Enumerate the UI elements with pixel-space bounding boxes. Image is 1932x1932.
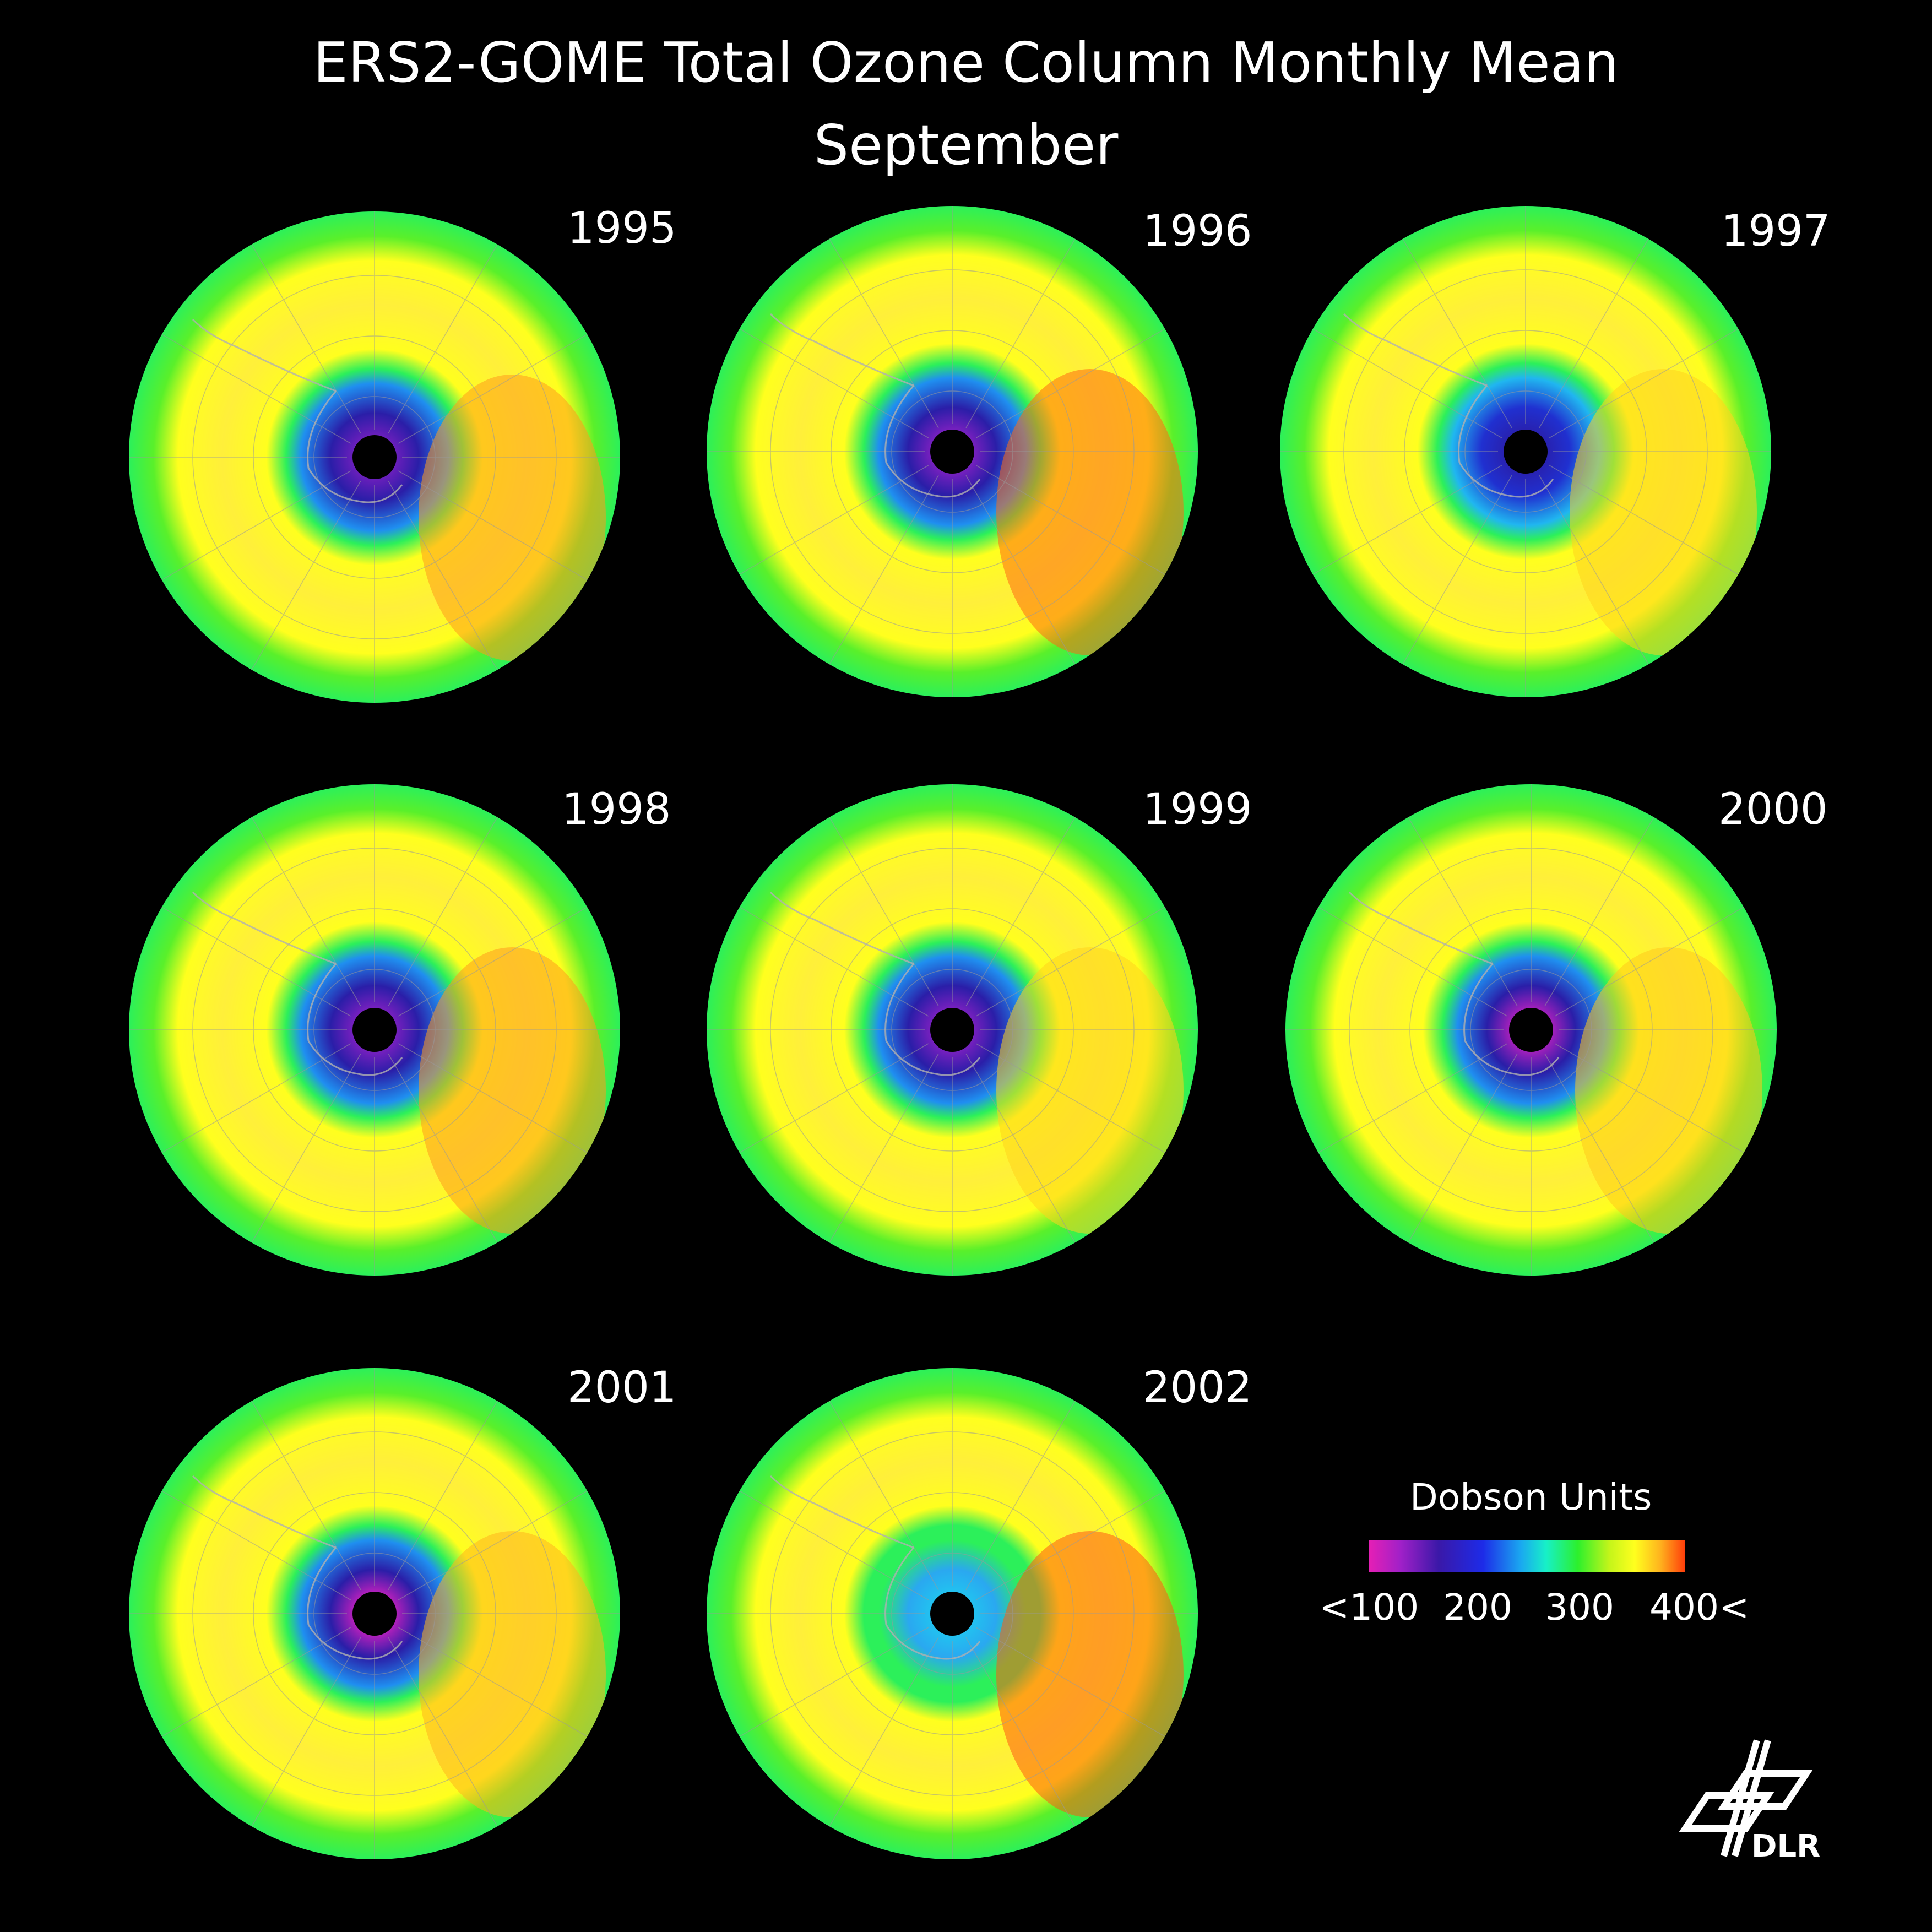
graticule (707, 784, 1198, 1276)
polar-night-cap (352, 1592, 397, 1636)
ozone-high-band (996, 947, 1184, 1234)
coastline (307, 390, 403, 503)
polar-night-cap (930, 1592, 974, 1636)
ozone-map-2000 (1285, 784, 1777, 1276)
coastline (884, 385, 981, 498)
coastline-peninsula (192, 891, 337, 965)
coastline (307, 963, 403, 1076)
graticule (707, 1368, 1198, 1859)
graticule (129, 211, 620, 703)
ozone-high-band (996, 369, 1184, 655)
coastline (1458, 385, 1554, 498)
polar-night-cap (352, 435, 397, 479)
year-label-1998: 1998 (562, 785, 671, 834)
coastline (307, 1547, 403, 1660)
ozone-map-1999 (707, 784, 1198, 1276)
year-label-2002: 2002 (1143, 1363, 1252, 1413)
color-scale-bar (1369, 1540, 1685, 1572)
chart-title: ERS2-GOME Total Ozone Column Monthly Mea… (313, 30, 1619, 95)
ozone-high-band (419, 1531, 606, 1817)
coastline-peninsula (192, 318, 337, 392)
year-label-1995: 1995 (567, 204, 677, 253)
chart-subtitle: September (813, 113, 1119, 177)
graticule (129, 784, 620, 1276)
graticule (1280, 206, 1771, 697)
polar-night-cap (352, 1008, 397, 1052)
ozone-high-band (1575, 947, 1762, 1234)
coastline (884, 963, 981, 1076)
graticule (129, 1368, 620, 1859)
coastline (884, 1547, 981, 1660)
polar-night-cap (1509, 1008, 1553, 1052)
polar-night-cap (1504, 430, 1548, 474)
year-label-2001: 2001 (567, 1363, 677, 1413)
coastline-peninsula (769, 1475, 914, 1549)
dlr-logo-icon (1679, 1739, 1813, 1857)
graticule (707, 206, 1198, 697)
ozone-map-1996 (707, 206, 1198, 697)
legend-title: Dobson Units (1410, 1476, 1652, 1518)
dlr-logo-text: DLR (1751, 1828, 1821, 1864)
coastline-peninsula (1343, 313, 1488, 387)
ozone-map-1995 (129, 211, 620, 703)
legend-tick-300: 300 (1545, 1586, 1614, 1629)
coastline-peninsula (769, 891, 914, 965)
legend-tick-max: 400< (1649, 1586, 1750, 1629)
coastline-peninsula (1348, 891, 1493, 965)
ozone-map-1998 (129, 784, 620, 1276)
ozone-map-2002 (707, 1368, 1198, 1859)
ozone-high-band (996, 1531, 1184, 1817)
coastline-peninsula (769, 313, 914, 387)
legend-tick-min: <100 (1319, 1586, 1419, 1629)
year-label-2000: 2000 (1718, 785, 1828, 834)
polar-night-cap (930, 430, 974, 474)
coastline (1463, 963, 1560, 1076)
ozone-map-1997 (1280, 206, 1771, 697)
polar-night-cap (930, 1008, 974, 1052)
coastline-peninsula (192, 1475, 337, 1549)
legend-tick-200: 200 (1443, 1586, 1512, 1629)
graticule (1285, 784, 1777, 1276)
ozone-high-band (419, 947, 606, 1234)
ozone-map-2001 (129, 1368, 620, 1859)
ozone-high-band (419, 375, 606, 661)
year-label-1999: 1999 (1143, 785, 1252, 834)
ozone-high-band (1570, 369, 1757, 655)
year-label-1997: 1997 (1721, 207, 1831, 256)
year-label-1996: 1996 (1143, 207, 1252, 256)
